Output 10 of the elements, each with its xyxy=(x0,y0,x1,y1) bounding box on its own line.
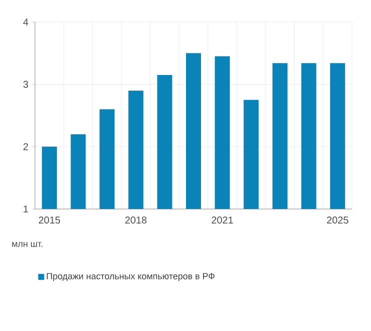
legend-label: Продажи настольных компьютеров в РФ xyxy=(46,273,214,282)
y-tick-label: 4 xyxy=(23,18,28,26)
x-tick-label: 2025 xyxy=(327,216,348,224)
y-tick-label: 2 xyxy=(23,143,28,150)
y-axis-title: млн шт. xyxy=(12,242,42,247)
y-tick-label: 1 xyxy=(24,206,28,212)
x-tick-label: 2018 xyxy=(125,216,147,224)
x-tick-label: 2021 xyxy=(212,216,233,224)
y-tick-label: 3 xyxy=(23,80,28,88)
x-tick-label: 2015 xyxy=(38,216,60,224)
